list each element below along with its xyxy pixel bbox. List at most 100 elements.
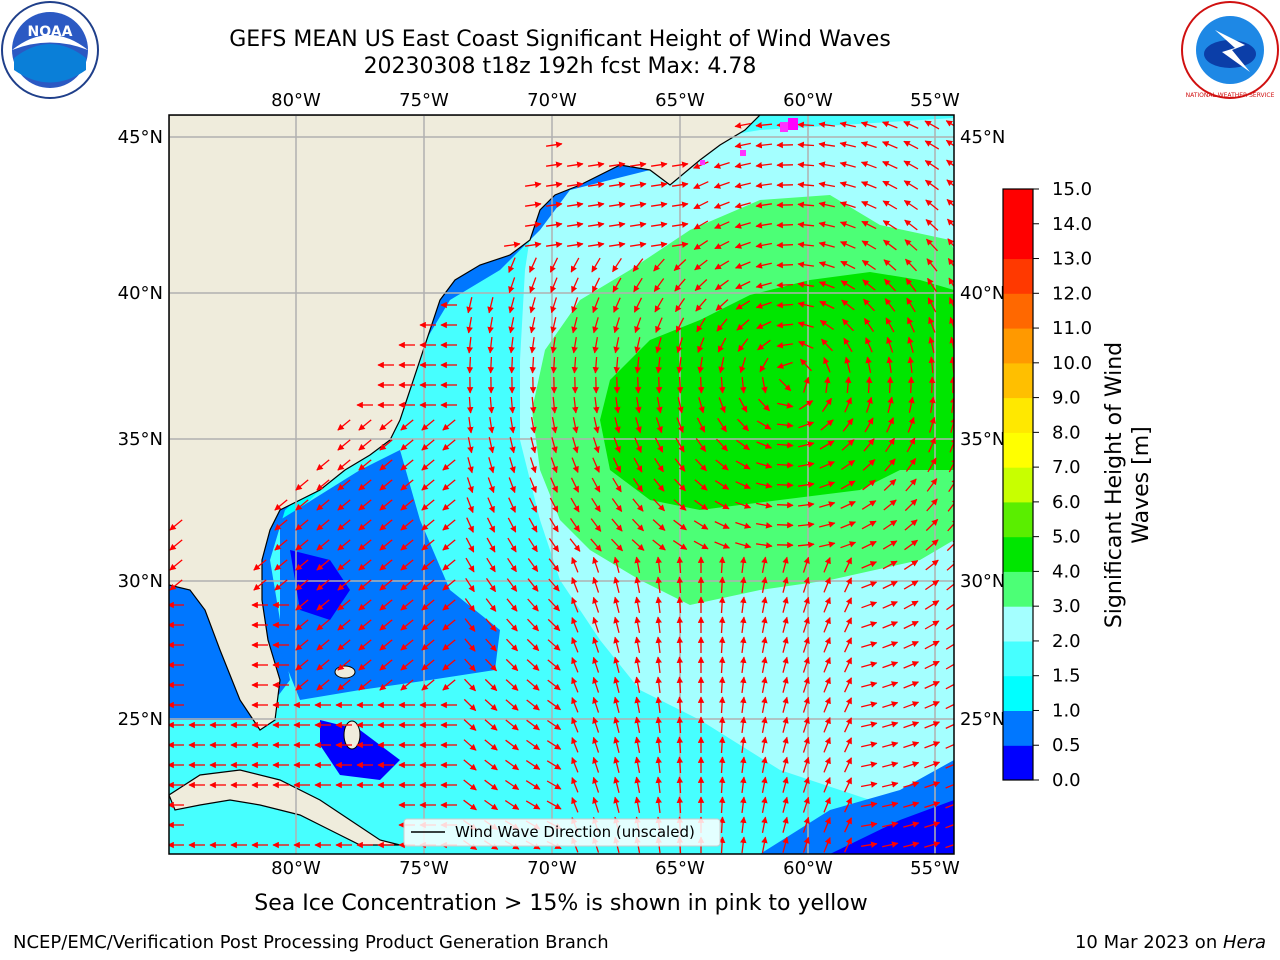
direction-arrow	[463, 779, 477, 791]
direction-arrow	[718, 756, 726, 774]
direction-arrow	[672, 221, 689, 228]
direction-arrow	[442, 559, 456, 571]
legend-label: Wind Wave Direction (unscaled)	[455, 823, 695, 841]
colorbar-segment	[1003, 258, 1033, 294]
direction-arrow	[379, 659, 393, 671]
direction-arrow	[571, 596, 579, 613]
direction-arrow	[882, 601, 898, 609]
direction-arrow	[861, 220, 877, 230]
direction-arrow	[776, 422, 794, 429]
direction-arrow	[735, 300, 751, 310]
direction-arrow	[776, 342, 793, 349]
direction-arrow	[379, 559, 393, 571]
direction-arrow	[737, 418, 749, 432]
direction-arrow	[508, 317, 515, 334]
direction-arrow	[844, 697, 852, 713]
direction-arrow	[903, 761, 920, 769]
colorbar-segment	[1003, 640, 1033, 677]
direction-arrow	[861, 540, 877, 550]
direction-arrow	[782, 636, 789, 653]
direction-arrow	[295, 599, 309, 611]
direction-arrow	[802, 556, 810, 573]
direction-arrow	[776, 301, 794, 309]
direction-arrow	[882, 560, 898, 570]
direction-arrow	[526, 659, 540, 671]
direction-arrow	[926, 498, 938, 512]
direction-arrow	[695, 458, 707, 472]
direction-arrow	[949, 436, 954, 453]
lat-tick-right: 25°N	[960, 709, 1005, 730]
direction-arrow	[295, 579, 309, 591]
direction-arrow	[505, 779, 520, 791]
direction-arrow	[840, 280, 856, 290]
colorbar-tick: 10.0	[1052, 353, 1092, 374]
direction-arrow	[549, 517, 559, 533]
direction-arrow	[797, 321, 814, 328]
direction-arrow	[295, 499, 309, 511]
direction-arrow	[839, 141, 856, 148]
direction-arrow	[442, 579, 456, 591]
direction-arrow	[903, 701, 920, 709]
direction-arrow	[400, 579, 414, 591]
direction-arrow	[819, 541, 836, 548]
direction-arrow	[634, 356, 642, 374]
direction-arrow	[525, 760, 541, 770]
direction-arrow	[946, 559, 954, 571]
direction-arrow	[860, 121, 877, 129]
direction-arrow	[567, 201, 584, 208]
direction-arrow	[400, 639, 414, 651]
direction-arrow	[379, 639, 393, 651]
direction-arrow	[823, 556, 831, 573]
direction-arrow	[421, 439, 435, 451]
direction-arrow	[718, 556, 726, 574]
direction-arrow	[169, 579, 183, 591]
direction-arrow	[946, 199, 954, 207]
direction-arrow	[865, 396, 873, 413]
direction-arrow	[755, 301, 772, 309]
direction-arrow	[571, 277, 579, 293]
direction-arrow	[525, 221, 542, 228]
direction-arrow	[676, 736, 684, 754]
direction-arrow	[802, 376, 810, 393]
direction-arrow	[759, 357, 769, 373]
direction-arrow	[882, 681, 899, 689]
direction-arrow	[379, 519, 393, 531]
direction-arrow	[761, 616, 768, 634]
direction-arrow	[761, 376, 768, 394]
direction-arrow	[734, 222, 751, 229]
direction-arrow	[882, 161, 898, 169]
direction-arrow	[592, 596, 600, 613]
direction-arrow	[907, 376, 915, 394]
direction-arrow	[693, 240, 709, 250]
direction-arrow	[735, 501, 752, 509]
direction-arrow	[400, 559, 414, 571]
direction-arrow	[823, 576, 831, 593]
direction-arrow	[464, 678, 476, 692]
direction-arrow	[358, 639, 372, 651]
direction-arrow	[653, 278, 665, 293]
direction-arrow	[295, 559, 309, 571]
direction-arrow	[756, 321, 772, 329]
direction-arrow	[761, 656, 768, 674]
direction-arrow	[823, 756, 831, 773]
direction-arrow	[358, 539, 372, 551]
direction-arrow	[755, 142, 773, 149]
direction-arrow	[550, 277, 558, 294]
direction-arrow	[400, 599, 414, 611]
colorbar-tick: 6.0	[1052, 492, 1081, 513]
direction-arrow	[546, 181, 563, 188]
direction-arrow	[844, 617, 852, 633]
direction-arrow	[861, 761, 878, 768]
direction-arrow	[698, 397, 705, 414]
direction-arrow	[761, 556, 768, 574]
direction-arrow	[946, 179, 954, 187]
direction-arrow	[782, 816, 789, 833]
direction-arrow	[295, 519, 309, 531]
direction-arrow	[761, 816, 768, 834]
direction-arrow	[697, 376, 705, 394]
direction-arrow	[798, 481, 815, 488]
direction-arrow	[463, 739, 477, 751]
direction-arrow	[655, 337, 662, 354]
direction-arrow	[860, 841, 878, 848]
direction-arrow	[924, 160, 940, 170]
